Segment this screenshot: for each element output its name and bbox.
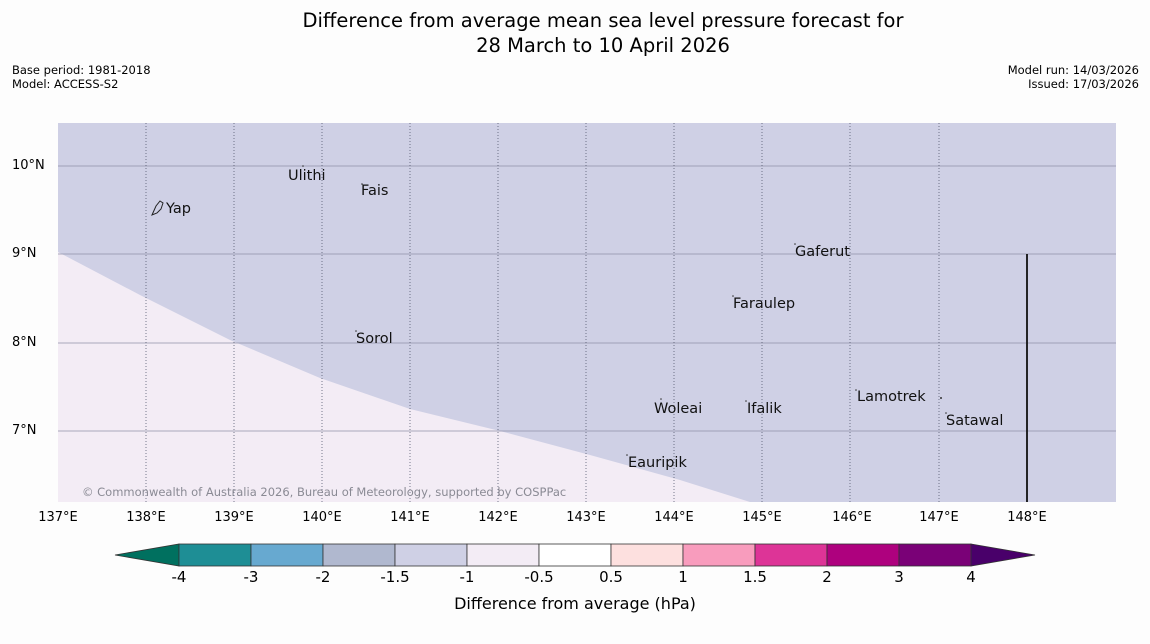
lon-label-147e: 147°E [919,510,959,525]
lat-label-7n: 7°N [12,423,37,438]
colorbar-bin-10 [826,543,900,567]
lat-label-9n: 9°N [12,246,37,261]
colorbar-tick: -2 [315,568,331,586]
colorbar-bin-9 [754,543,828,567]
lon-label-145e: 145°E [742,510,782,525]
colorbar-label: Difference from average (hPa) [454,594,696,613]
lon-label-142e: 142°E [478,510,518,525]
place-ifalik: Ifalik [747,401,782,417]
lon-label-144e: 144°E [654,510,694,525]
lat-label-8n: 8°N [12,335,37,350]
lon-label-139e: 139°E [214,510,254,525]
lon-label-146e: 146°E [832,510,872,525]
island-dot-sorol [355,330,357,332]
model-run: Model run: 14/03/2026 [1007,63,1139,77]
colorbar-bin-11 [898,543,972,567]
anomaly-region-light [58,252,750,502]
colorbar-tick: 0.5 [599,568,623,586]
island-dot-lamotrek [855,389,857,391]
colorbar-bin-4 [394,543,468,567]
place-sorol: Sorol [356,331,393,347]
colorbar [114,543,1036,567]
yap-island-shape [151,200,164,216]
place-eauripik: Eauripik [628,455,687,471]
colorbar-bin-7 [610,543,684,567]
place-faraulep: Faraulep [733,296,795,312]
title-line-1: Difference from average mean sea level p… [302,9,904,32]
colorbar-extend-low [114,543,180,567]
colorbar-tick: 1 [678,568,688,586]
island-dot-ifalik [745,400,747,402]
lon-label-140e: 140°E [302,510,342,525]
colorbar-bin-3 [322,543,396,567]
island-markers [302,165,947,456]
island-dot-lamotrek-east [940,397,942,399]
lon-gridlines [145,123,940,502]
island-dot-fais [361,183,363,185]
island-dot-faraulep [732,295,734,297]
title-line-2: 28 March to 10 April 2026 [476,34,730,57]
colorbar-tick: 2 [822,568,832,586]
place-satawal: Satawal [946,413,1003,429]
lon-label-137e: 137°E [38,510,78,525]
place-yap: Yap [165,201,191,217]
colorbar-tick: 3 [894,568,904,586]
meta-right: Model run: 14/03/2026 Issued: 17/03/2026 [1007,63,1139,91]
colorbar-extend-high [970,543,1036,567]
chart-title: Difference from average mean sea level p… [0,8,1150,58]
island-dot-eauripik [626,454,628,456]
island-dot-gaferut [794,243,796,245]
base-period: Base period: 1981-2018 [12,63,151,77]
colorbar-tick: -0.5 [524,568,554,586]
place-ulithi: Ulithi [288,168,326,184]
lon-label-148e: 148°E [1007,510,1047,525]
lon-label-138e: 138°E [126,510,166,525]
lon-label-143e: 143°E [566,510,606,525]
meta-left: Base period: 1981-2018 Model: ACCESS-S2 [12,63,151,91]
island-dot-ulithi [302,165,304,167]
copyright-credit: © Commonwealth of Australia 2026, Bureau… [82,485,566,499]
colorbar-bin-8 [682,543,756,567]
colorbar-tick: 4 [966,568,976,586]
colorbar-bin-6 [538,543,612,567]
island-dot-woleai [660,398,662,400]
place-lamotrek: Lamotrek [857,389,926,405]
colorbar-tick: -4 [171,568,187,586]
colorbar-bin-5 [466,543,540,567]
colorbar-tick: -1 [459,568,475,586]
place-gaferut: Gaferut [795,244,850,260]
colorbar-bin-2 [250,543,324,567]
lat-label-10n: 10°N [12,158,45,173]
lon-label-141e: 141°E [390,510,430,525]
issued-date: Issued: 17/03/2026 [1028,76,1139,91]
place-fais: Fais [361,183,388,199]
colorbar-tick: -1.5 [380,568,410,586]
model-name: Model: ACCESS-S2 [12,76,119,91]
colorbar-tick: 1.5 [743,568,767,586]
colorbar-tick: -3 [243,568,259,586]
island-dot-satawal [945,412,947,414]
colorbar-bin-1 [178,543,252,567]
place-woleai: Woleai [654,401,702,417]
